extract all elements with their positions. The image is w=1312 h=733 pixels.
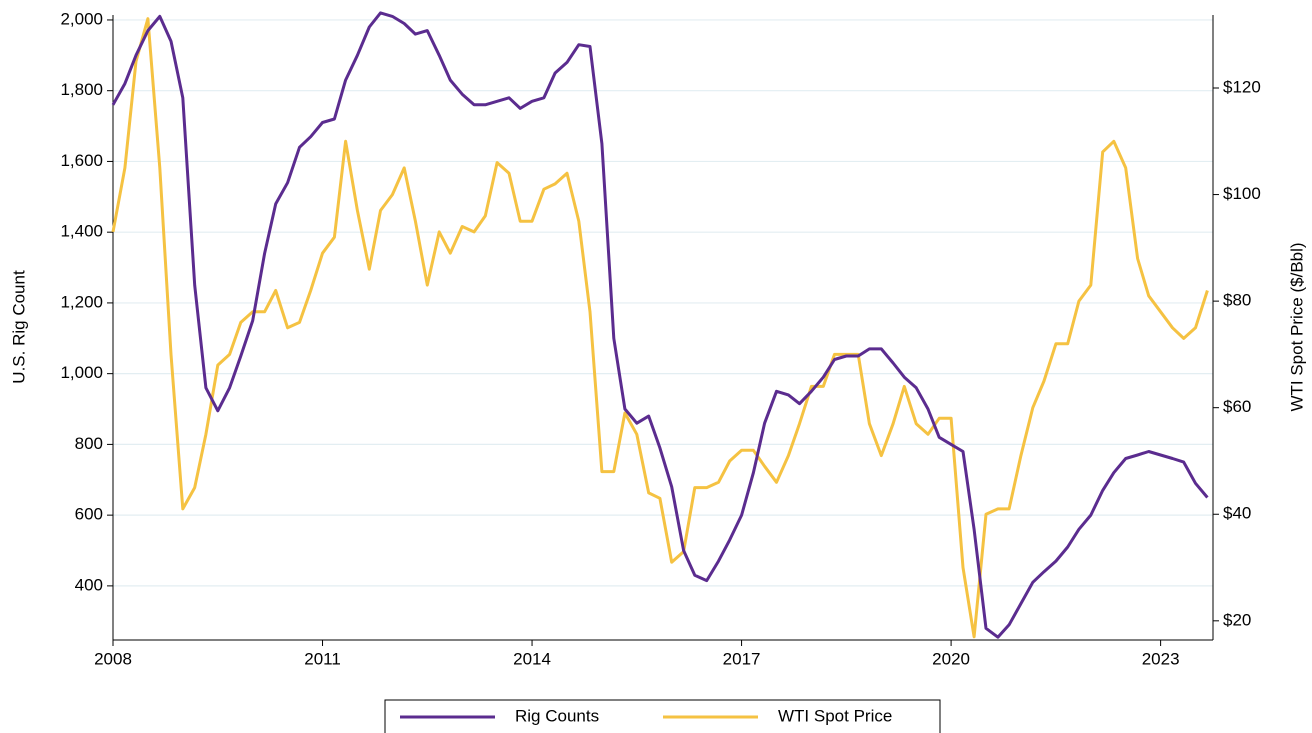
series-line — [111, 17, 1209, 639]
legend-label: WTI Spot Price — [778, 706, 892, 725]
x-tick-label: 2011 — [304, 649, 341, 668]
y2-tick-label: $40 — [1223, 504, 1251, 523]
y-tick-label: 1,200 — [60, 292, 103, 311]
x-tick-label: 2014 — [513, 649, 551, 668]
y2-tick-label: $120 — [1223, 77, 1261, 96]
y2-axis-title: WTI Spot Price ($/Bbl) — [1287, 242, 1306, 411]
y-tick-label: 2,000 — [60, 9, 103, 28]
legend-label: Rig Counts — [515, 706, 599, 725]
y-tick-label: 1,600 — [60, 151, 103, 170]
y-tick-label: 400 — [75, 575, 103, 594]
x-tick-label: 2020 — [932, 649, 970, 668]
x-tick-label: 2017 — [723, 649, 761, 668]
y2-tick-label: $100 — [1223, 184, 1261, 203]
y-tick-label: 1,400 — [60, 222, 103, 241]
y2-tick-label: $60 — [1223, 397, 1251, 416]
series-line — [111, 11, 1209, 639]
x-tick-label: 2008 — [94, 649, 132, 668]
y-tick-label: 600 — [75, 505, 103, 524]
y-tick-label: 800 — [75, 434, 103, 453]
y2-tick-label: $20 — [1223, 610, 1251, 629]
y-tick-label: 1,800 — [60, 80, 103, 99]
x-tick-label: 2023 — [1142, 649, 1180, 668]
y2-tick-label: $80 — [1223, 291, 1251, 310]
y-axis-title: U.S. Rig Count — [9, 270, 28, 384]
y-tick-label: 1,000 — [60, 363, 103, 382]
